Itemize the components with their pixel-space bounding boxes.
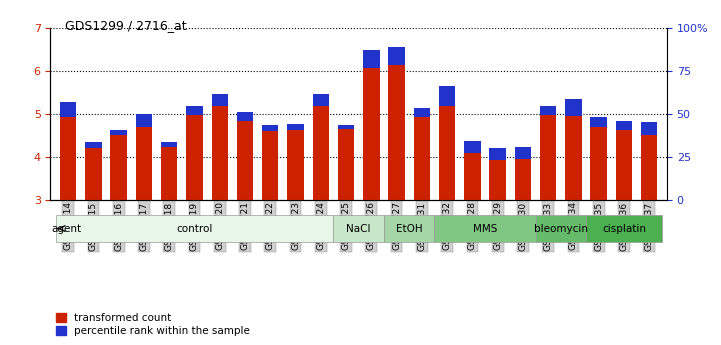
Bar bbox=[540, 115, 557, 200]
Bar bbox=[490, 148, 506, 160]
Bar bbox=[136, 114, 152, 127]
Bar bbox=[236, 121, 253, 200]
Bar bbox=[313, 94, 329, 106]
Bar bbox=[439, 86, 456, 106]
Bar bbox=[565, 99, 582, 116]
Bar bbox=[439, 106, 456, 200]
Text: bleomycin: bleomycin bbox=[534, 224, 588, 234]
Bar bbox=[110, 130, 127, 135]
Bar bbox=[85, 148, 102, 200]
FancyBboxPatch shape bbox=[56, 215, 333, 242]
Bar bbox=[313, 106, 329, 200]
Bar bbox=[590, 117, 607, 127]
Text: agent: agent bbox=[51, 224, 81, 234]
Bar bbox=[186, 106, 203, 115]
Bar bbox=[236, 112, 253, 121]
Text: GDS1299 / 2716_at: GDS1299 / 2716_at bbox=[65, 19, 187, 32]
Bar bbox=[389, 65, 404, 200]
Bar bbox=[616, 121, 632, 130]
Bar bbox=[590, 127, 607, 200]
Text: EtOH: EtOH bbox=[396, 224, 423, 234]
Bar bbox=[464, 141, 481, 153]
Bar bbox=[414, 108, 430, 117]
Bar bbox=[262, 125, 278, 131]
Bar bbox=[288, 124, 304, 130]
Bar bbox=[211, 106, 228, 200]
FancyBboxPatch shape bbox=[435, 215, 536, 242]
Bar bbox=[464, 153, 481, 200]
FancyBboxPatch shape bbox=[586, 215, 662, 242]
Bar bbox=[211, 94, 228, 106]
Text: cisplatin: cisplatin bbox=[602, 224, 646, 234]
Bar bbox=[565, 116, 582, 200]
Bar bbox=[540, 106, 557, 115]
Bar bbox=[161, 147, 177, 200]
Bar bbox=[288, 130, 304, 200]
Bar bbox=[262, 131, 278, 200]
FancyBboxPatch shape bbox=[333, 215, 384, 242]
Text: MMS: MMS bbox=[473, 224, 497, 234]
Bar bbox=[186, 115, 203, 200]
Text: control: control bbox=[177, 224, 213, 234]
Bar bbox=[110, 136, 127, 200]
Bar bbox=[389, 47, 404, 65]
Bar bbox=[490, 160, 506, 200]
Text: NaCl: NaCl bbox=[347, 224, 371, 234]
Bar bbox=[641, 136, 658, 200]
Bar bbox=[60, 102, 76, 117]
Bar bbox=[363, 68, 379, 200]
Bar bbox=[515, 159, 531, 200]
Bar bbox=[85, 142, 102, 148]
Bar bbox=[338, 129, 354, 200]
Bar bbox=[363, 50, 379, 68]
Bar bbox=[414, 117, 430, 200]
Bar bbox=[616, 130, 632, 200]
Bar bbox=[136, 127, 152, 200]
FancyBboxPatch shape bbox=[536, 215, 586, 242]
Bar bbox=[515, 148, 531, 159]
Legend: transformed count, percentile rank within the sample: transformed count, percentile rank withi… bbox=[56, 313, 250, 336]
Bar bbox=[60, 117, 76, 200]
Bar bbox=[641, 122, 658, 135]
FancyBboxPatch shape bbox=[384, 215, 435, 242]
Bar bbox=[338, 125, 354, 129]
Bar bbox=[161, 142, 177, 147]
